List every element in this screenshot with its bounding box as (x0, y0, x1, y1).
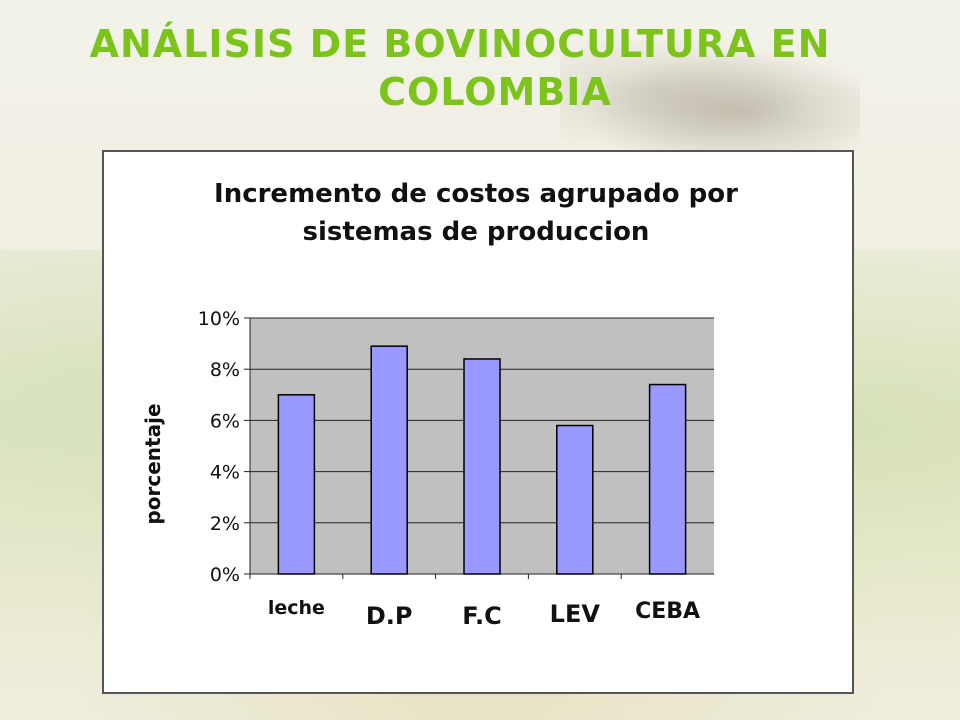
x-tick-label: LEV (550, 600, 601, 628)
bar-dp (370, 345, 408, 575)
y-axis-label: porcentaje (141, 403, 165, 524)
y-tick-label: 6% (210, 410, 240, 432)
chart-panel: Incremento de costos agrupado por sistem… (102, 150, 854, 694)
bar-ceba (648, 383, 687, 575)
slide-title-line-1: Análisis de Bovinocultura en (89, 22, 831, 66)
bar-chart: Incremento de costos agrupado por sistem… (141, 179, 738, 630)
chart-title-line-1: Incremento de costos agrupado por (214, 179, 738, 209)
y-tick-label: 10% (198, 308, 240, 330)
y-tick-label: 2% (210, 513, 240, 535)
bar-leche (277, 394, 316, 575)
chart-title-line-2: sistemas de produccion (303, 217, 650, 247)
x-tick-label: D.P (366, 602, 413, 630)
slide-title: Análisis de Bovinocultura en colombia (0, 20, 960, 116)
y-tick-label: 8% (210, 359, 240, 381)
bar-fc (463, 358, 501, 575)
x-tick-label: leche (268, 597, 325, 619)
y-tick-label: 0% (210, 564, 240, 586)
x-tick-label: F.C (462, 602, 502, 630)
slide-title-line-2: colombia (378, 70, 612, 114)
x-tick-label: CEBA (635, 599, 700, 624)
y-tick-label: 4% (210, 462, 240, 484)
background-cow-image (560, 40, 860, 170)
bar-lev (556, 424, 594, 575)
